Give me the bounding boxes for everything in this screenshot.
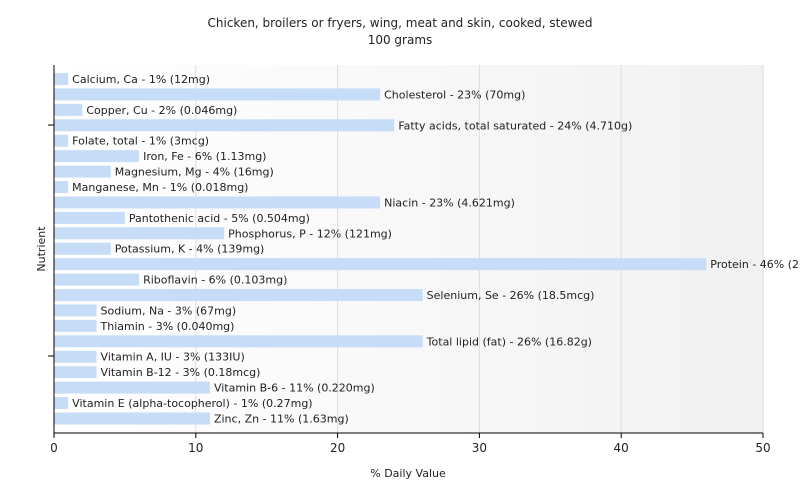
bar [54,150,140,163]
bar-label: Folate, total - 1% (3mcg) [72,135,209,148]
bar [54,381,210,394]
bar-label: Cholesterol - 23% (70mg) [384,88,525,101]
bars [54,73,707,425]
bar [54,196,381,209]
x-tick-label: 10 [188,441,203,455]
bar-label: Protein - 46% (22.78g) [710,258,800,271]
bar-label: Fatty acids, total saturated - 24% (4.71… [398,119,632,132]
bar-label: Total lipid (fat) - 26% (16.82g) [426,335,592,348]
bar-label: Riboflavin - 6% (0.103mg) [143,274,287,287]
bar-label: Selenium, Se - 26% (18.5mcg) [427,289,595,302]
bar [54,273,140,286]
bar-label: Magnesium, Mg - 4% (16mg) [115,166,274,179]
bar [54,134,69,147]
bar [54,103,83,116]
bar [54,88,381,101]
x-axis-ticks: 0 10 20 30 40 50 [50,433,771,455]
bar [54,304,97,317]
bar-label: Thiamin - 3% (0.040mg) [100,320,235,333]
x-tick-label: 40 [614,441,629,455]
bar-label: Pantothenic acid - 5% (0.504mg) [129,212,310,225]
x-tick-label: 20 [330,441,345,455]
bar [54,73,69,85]
x-tick-label: 0 [50,441,58,455]
y-axis-ticks [48,124,54,357]
y-axis-label: Nutrient [35,226,48,272]
bar [54,211,125,224]
bar-label: Manganese, Mn - 1% (0.018mg) [72,181,248,194]
bar [54,289,423,302]
bar-label: Phosphorus, P - 12% (121mg) [228,227,392,240]
bar-label: Vitamin B-6 - 11% (0.220mg) [214,382,375,395]
bar-label: Potassium, K - 4% (139mg) [115,243,265,256]
bar [54,227,225,240]
bar-label: Zinc, Zn - 11% (1.63mg) [214,412,349,425]
bar-label: Copper, Cu - 2% (0.046mg) [86,104,237,117]
bar [54,350,97,363]
x-tick-label: 50 [755,441,770,455]
x-tick-label: 30 [472,441,487,455]
bar [54,119,395,132]
bar [54,366,97,379]
bar-label: Vitamin A, IU - 3% (133IU) [101,351,245,364]
bar-labels: Calcium, Ca - 1% (12mg) Cholesterol - 23%… [72,73,800,425]
bar [54,319,97,332]
bar [54,397,69,410]
bar-label: Sodium, Na - 3% (67mg) [101,304,237,317]
bar [54,181,69,194]
bar-label: Niacin - 23% (4.621mg) [384,196,515,209]
chart-title: Chicken, broilers or fryers, wing, meat … [208,16,593,30]
bar-label: Vitamin B-12 - 3% (0.18mcg) [101,366,261,379]
bar [54,412,210,425]
bar-label: Calcium, Ca - 1% (12mg) [72,73,210,86]
bar [54,258,707,271]
bar [54,165,111,178]
bar [54,335,423,348]
x-axis-label: % Daily Value [370,467,446,480]
chart-subtitle: 100 grams [368,33,433,47]
bar [54,242,111,255]
bar-label: Vitamin E (alpha-tocopherol) - 1% (0.27m… [72,397,312,410]
bar-label: Iron, Fe - 6% (1.13mg) [143,150,266,163]
